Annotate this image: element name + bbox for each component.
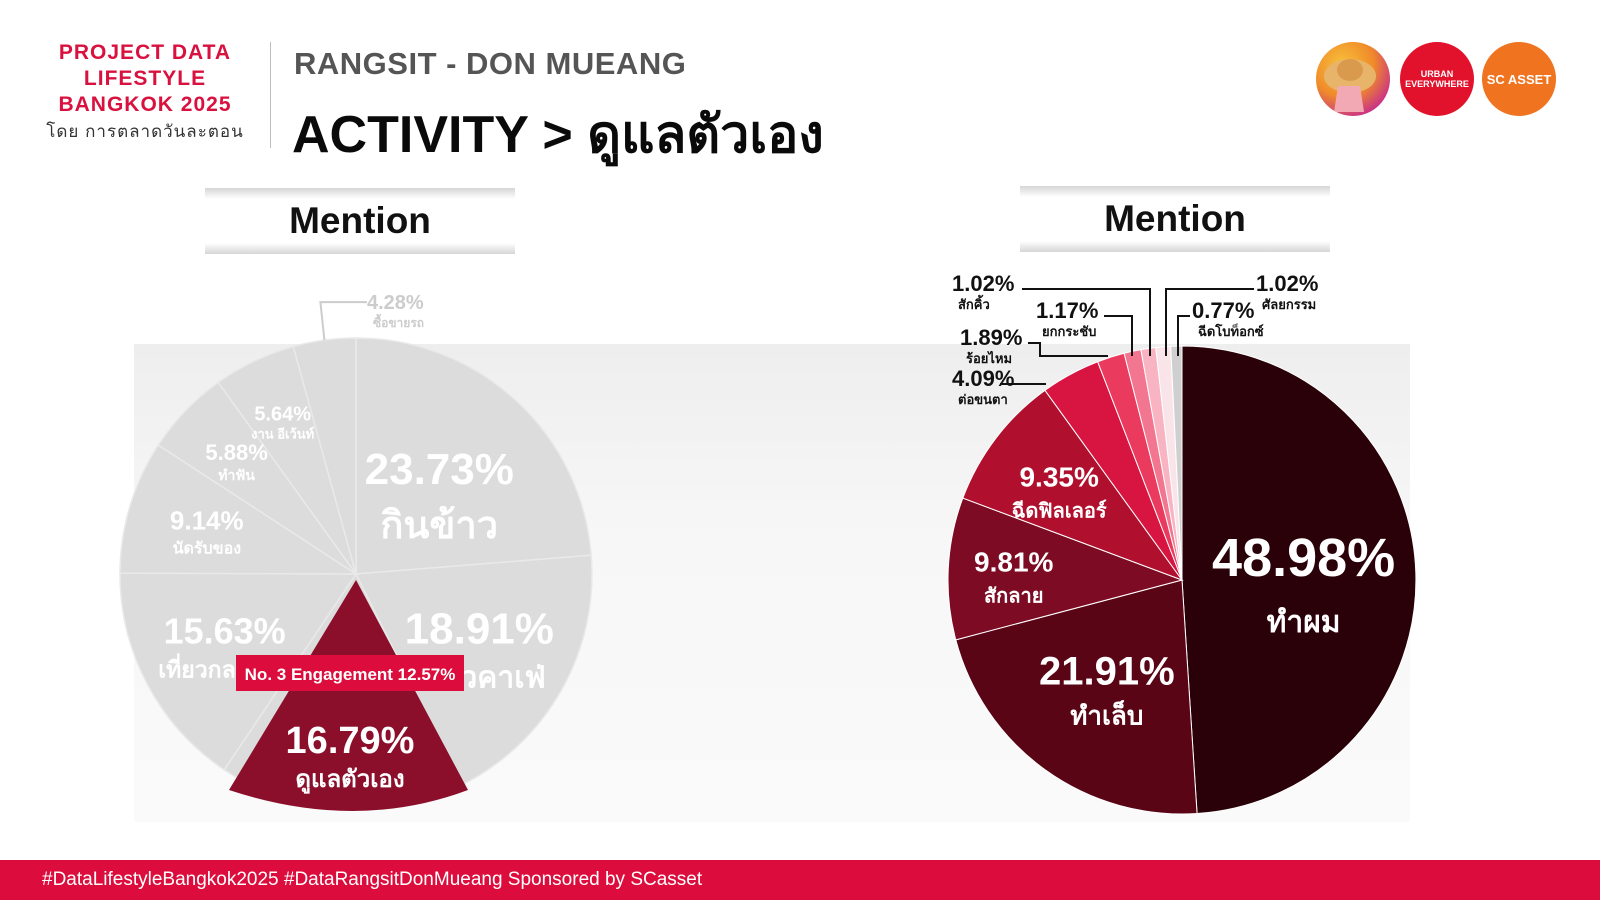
right-pie-value-6: 1.17% [1036,298,1098,323]
engagement-badge-text: No. 3 Engagement 12.57% [245,665,456,684]
left-pie-chart: 23.73%กินข้าว18.91%เที่ยวคาเฟ่15.63%เที่… [119,292,593,811]
brand-line-2: LIFESTYLE [83,67,207,90]
left-pie-label-5: ทำฟัน [218,467,255,483]
right-pie-value-9: 0.77% [1192,298,1254,323]
right-pie-leader-8 [1165,288,1254,356]
left-pie-slice-4 [119,444,359,575]
left-pie-highlight-label: ดูแลตัวเอง [295,766,404,794]
right-pie-value-7: 1.02% [952,271,1014,296]
right-chart-title: Mention [1104,198,1246,239]
brand-byline: โดย การตลาดวันละตอน [46,122,244,141]
left-pie-label-7: ซื้อขายรถ [373,313,424,330]
right-pie-label-6: ยกกระชับ [1042,324,1096,339]
left-pie-slice-0 [355,337,593,575]
right-pie-value-3: 9.35% [1019,461,1098,492]
right-pie-label-9: ฉีดโบท็อกซ์ [1198,322,1264,339]
right-pie-value-1: 21.91% [1039,649,1175,693]
hat-illustration-icon [1324,59,1376,112]
right-pie-value-8: 1.02% [1256,271,1318,296]
right-pie-leader-7 [1022,288,1151,356]
brand-line-1: PROJECT DATA [58,41,232,64]
right-pie-value-4: 4.09% [952,366,1014,391]
right-pie-slice-1 [955,579,1198,815]
right-pie-value-2: 9.81% [974,547,1053,578]
left-chart-title-bar: Mention [205,188,515,254]
left-pie-leader-7 [319,301,367,341]
right-pie-slice-9 [1170,345,1183,581]
right-pie-leader-5 [1028,342,1108,357]
left-pie-slice-7 [292,337,357,575]
engagement-badge [236,655,464,691]
left-pie-value-7: 4.28% [367,292,424,314]
right-pie-label-0: ทำผม [1267,606,1341,639]
right-pie-slice-2 [947,497,1184,641]
header-divider [270,42,271,148]
left-pie-highlight-slice [229,580,468,811]
page-title: ACTIVITY > ดูแลตัวเอง [292,106,824,164]
brand-line-3: BANGKOK 2025 [58,93,232,116]
right-pie-value-5: 1.89% [960,325,1022,350]
sc-asset-logo: SC ASSET [1482,42,1556,116]
right-pie-value-0: 48.98% [1212,528,1395,588]
sc-asset-logo-text: SC ASSET [1486,71,1552,87]
left-pie-label-0: กินข้าว [380,505,498,547]
right-pie-label-5: ร้อยไหม [966,350,1012,366]
left-pie-value-0: 23.73% [365,445,514,494]
right-pie-label-7: สักคิ้ว [958,294,990,312]
right-pie-slice-0 [1181,345,1417,815]
right-pie-leader-6 [1104,315,1133,356]
right-chart-title-bar: Mention [1020,186,1330,252]
right-pie-label-8: ศัลยกรรม [1262,297,1316,312]
left-pie-label-6: งาน อีเว้นท์ [251,427,314,442]
right-pie-label-1: ทำเล็บ [1070,699,1143,730]
left-pie-value-6: 5.64% [254,404,311,426]
right-pie-chart: 48.98% ทำผม 21.91% ทำเล็บ 9.81% สักลาย 9.35% ฉี… [947,271,1417,815]
left-pie-value-3: 15.63% [164,611,286,652]
right-pie-label-4: ต่อขนตา [958,392,1008,407]
left-chart-title: Mention [289,200,431,241]
hat-logo-icon [1316,42,1390,116]
left-pie-value-4: 9.14% [170,505,244,535]
left-pie-label-4: นัดรับของ [173,539,241,557]
urban-everywhere-logo: URBAN EVERYWHERE [1400,42,1474,116]
left-pie-slice-1 [354,554,593,787]
right-pie-label-3: ฉีดฟิลเลอร์ [1012,499,1107,522]
left-pie-highlight-value: 16.79% [286,720,415,762]
right-pie-label-2: สักลาย [984,586,1044,608]
right-pie-leader-9 [1177,315,1190,356]
left-pie-value-5: 5.88% [205,440,267,465]
footer-text: #DataLifestyleBangkok2025 #DataRangsitDo… [42,869,703,890]
right-pie-slice-3 [962,389,1184,582]
footer-bar: #DataLifestyleBangkok2025 #DataRangsitDo… [0,860,1600,900]
left-pie-value-1: 18.91% [405,605,554,654]
urban-everywhere-logo-text: URBAN EVERYWHERE [1405,69,1469,89]
brand-block: PROJECT DATA LIFESTYLE BANGKOK 2025 โดย … [30,40,260,144]
page-subtitle: RANGSIT - DON MUEANG [294,46,687,81]
